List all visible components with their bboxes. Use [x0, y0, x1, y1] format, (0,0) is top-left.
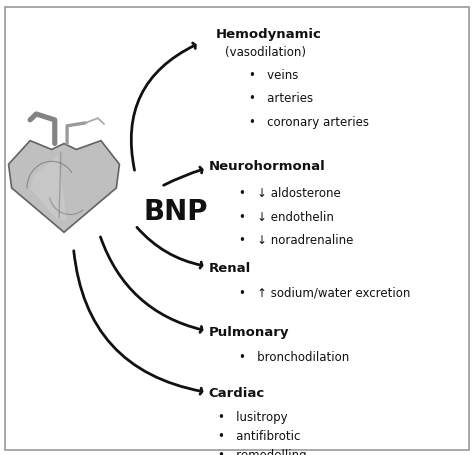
Text: Hemodynamic: Hemodynamic — [216, 28, 321, 40]
Text: •   ↓ endothelin: • ↓ endothelin — [239, 211, 334, 223]
Text: •   ↓ noradrenaline: • ↓ noradrenaline — [239, 234, 354, 247]
Text: Pulmonary: Pulmonary — [209, 326, 289, 339]
Text: •   coronary arteries: • coronary arteries — [249, 116, 369, 129]
PathPatch shape — [9, 141, 119, 232]
Text: •   lusitropy: • lusitropy — [218, 411, 288, 424]
Text: (vasodilation): (vasodilation) — [225, 46, 306, 59]
Text: •   bronchodilation: • bronchodilation — [239, 351, 350, 364]
Text: Renal: Renal — [209, 262, 251, 275]
Text: BNP: BNP — [143, 197, 208, 226]
Text: •   remodelling: • remodelling — [218, 450, 307, 455]
Text: •   antifibrotic: • antifibrotic — [218, 430, 301, 443]
PathPatch shape — [30, 156, 67, 221]
Text: Cardiac: Cardiac — [209, 387, 265, 400]
Text: •   ↓ aldosterone: • ↓ aldosterone — [239, 187, 341, 200]
Text: •   ↑ sodium/water excretion: • ↑ sodium/water excretion — [239, 287, 411, 300]
Text: •   arteries: • arteries — [249, 92, 313, 105]
Text: Neurohormonal: Neurohormonal — [209, 160, 325, 172]
Text: •   veins: • veins — [249, 69, 298, 81]
